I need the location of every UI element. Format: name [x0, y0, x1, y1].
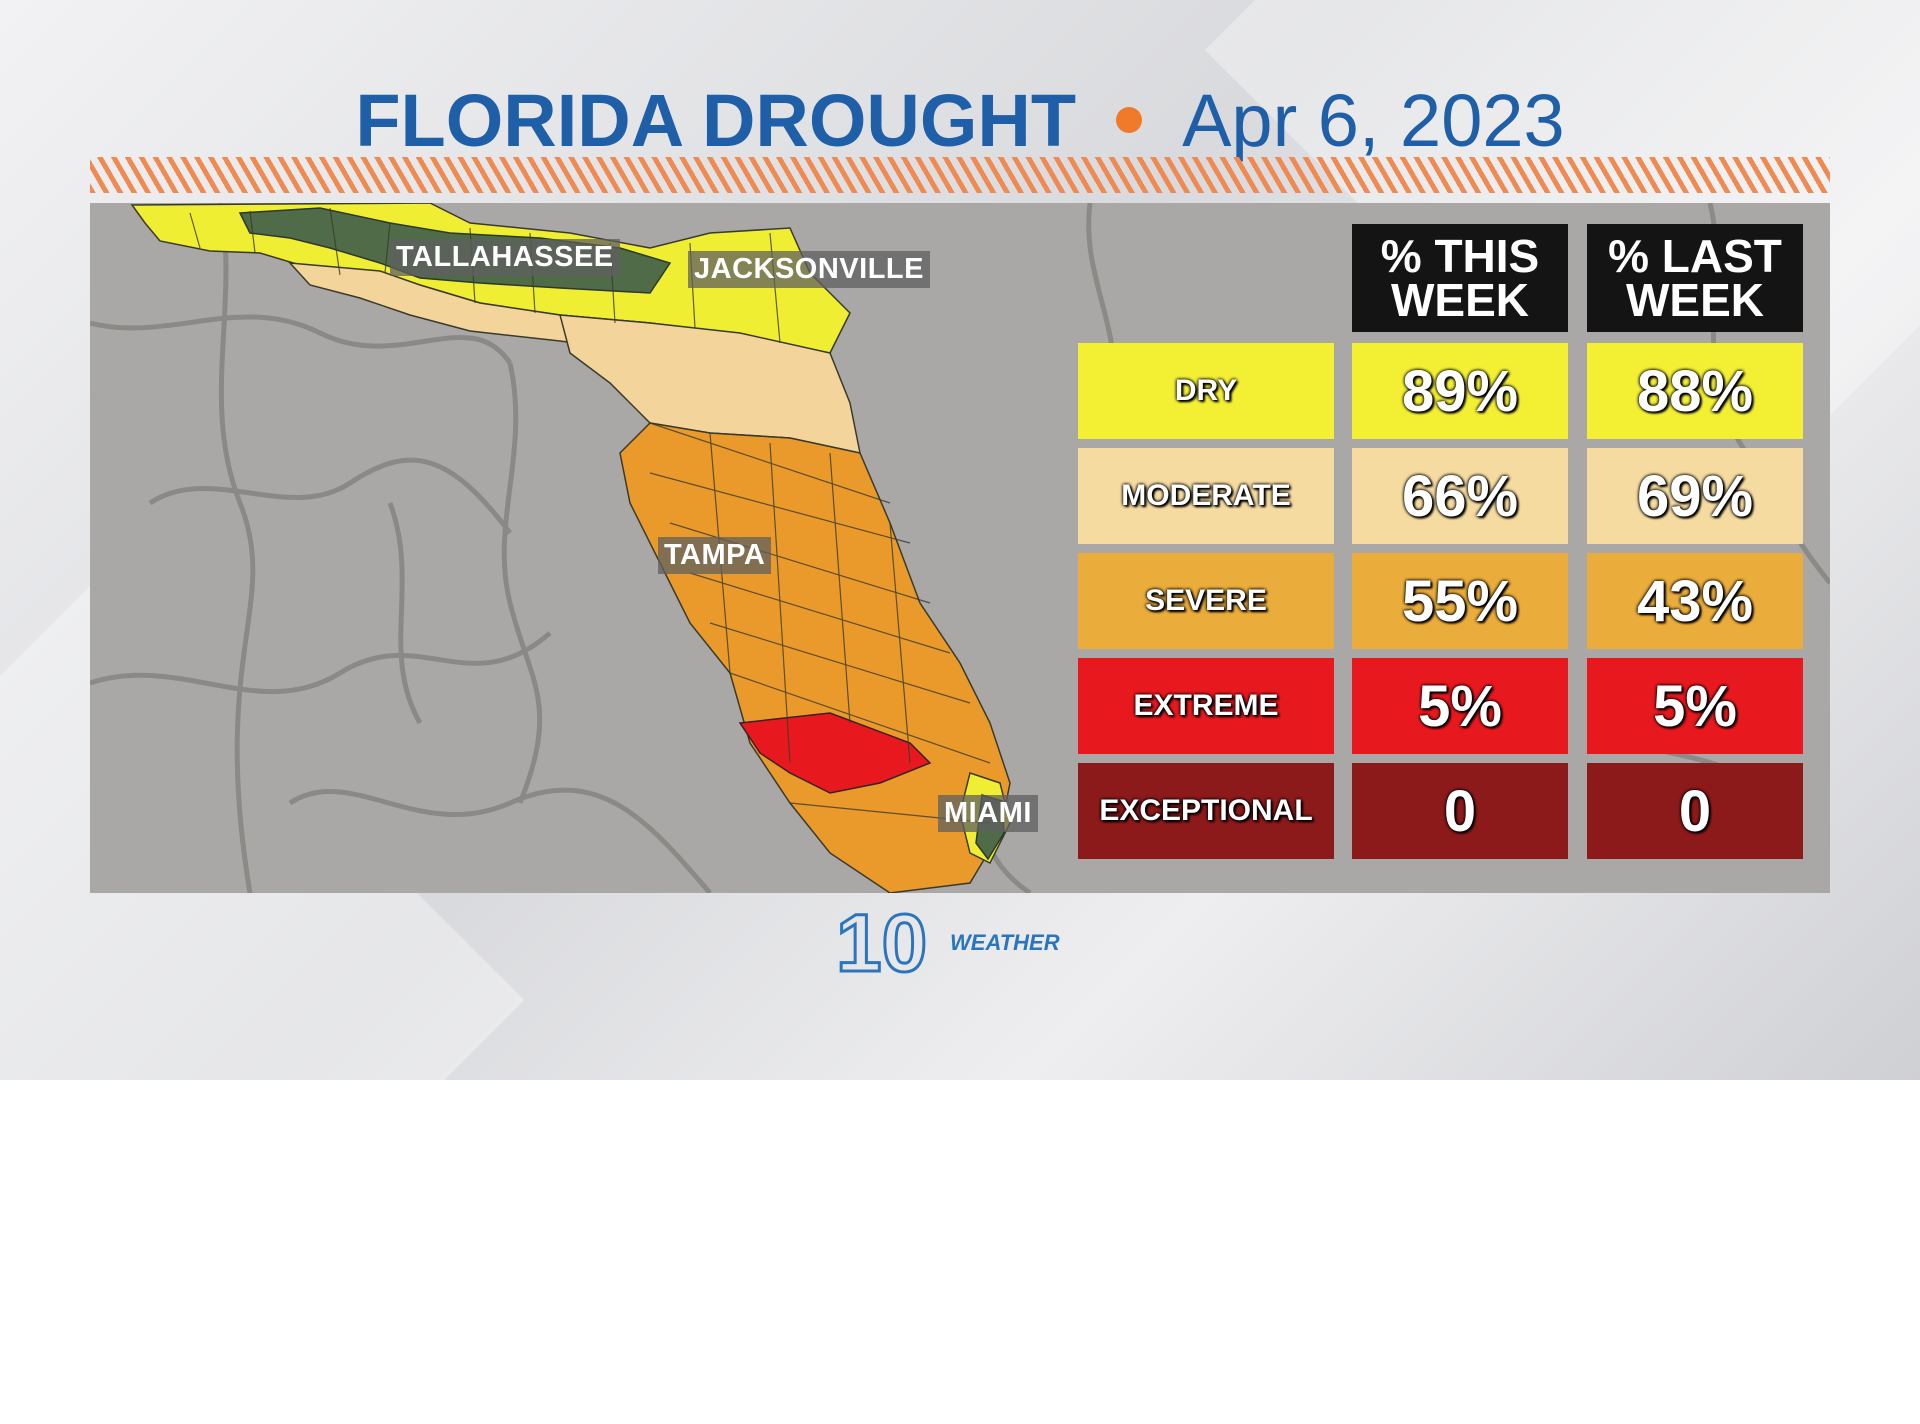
row-label-moderate: MODERATE — [1078, 448, 1334, 544]
logo-number: 10 — [836, 903, 927, 983]
header-this-week-line1: % THIS — [1380, 230, 1540, 282]
city-label-tampa: TAMPA — [658, 537, 772, 574]
row-label-extreme: EXTREME — [1078, 658, 1334, 754]
row-moderate-this-week: 66% — [1352, 448, 1568, 544]
header-last-week-line1: % LAST — [1608, 230, 1782, 282]
florida-drought-map — [130, 203, 1011, 893]
title-date: Apr 6, 2023 — [1182, 78, 1565, 162]
region-extreme — [738, 712, 932, 794]
row-dry-last-week: 88% — [1587, 343, 1803, 439]
row-exceptional-this-week: 0 — [1352, 763, 1568, 859]
row-moderate-last-week: 69% — [1587, 448, 1803, 544]
header-last-week: % LAST WEEK — [1587, 224, 1803, 332]
header-this-week: % THIS WEEK — [1352, 224, 1568, 332]
header-last-week-line2: WEEK — [1626, 274, 1764, 326]
page-title: FLORIDA DROUGHT Apr 6, 2023 — [0, 70, 1920, 170]
city-label-jacksonville: JACKSONVILLE — [688, 251, 930, 288]
header-this-week-line2: WEEK — [1391, 274, 1529, 326]
row-extreme-last-week: 5% — [1587, 658, 1803, 754]
logo-text: WEATHER — [950, 930, 1060, 955]
row-label-dry: DRY — [1078, 343, 1334, 439]
title-text: FLORIDA DROUGHT — [355, 78, 1077, 162]
city-label-tallahassee: TALLAHASSEE — [390, 239, 620, 276]
row-label-exceptional: EXCEPTIONAL — [1078, 763, 1334, 859]
row-severe-this-week: 55% — [1352, 553, 1568, 649]
hatch-divider — [90, 157, 1830, 193]
row-extreme-this-week: 5% — [1352, 658, 1568, 754]
station-logo: 10 — [836, 903, 929, 983]
map-panel: TALLAHASSEE JACKSONVILLE TAMPA MIAMI % T… — [90, 203, 1830, 893]
row-label-severe: SEVERE — [1078, 553, 1334, 649]
city-label-miami: MIAMI — [938, 795, 1038, 832]
row-severe-last-week: 43% — [1587, 553, 1803, 649]
county-lines — [189, 207, 991, 824]
separator-dot-icon — [1116, 107, 1143, 133]
row-exceptional-last-week: 0 — [1587, 763, 1803, 859]
row-dry-this-week: 89% — [1352, 343, 1568, 439]
